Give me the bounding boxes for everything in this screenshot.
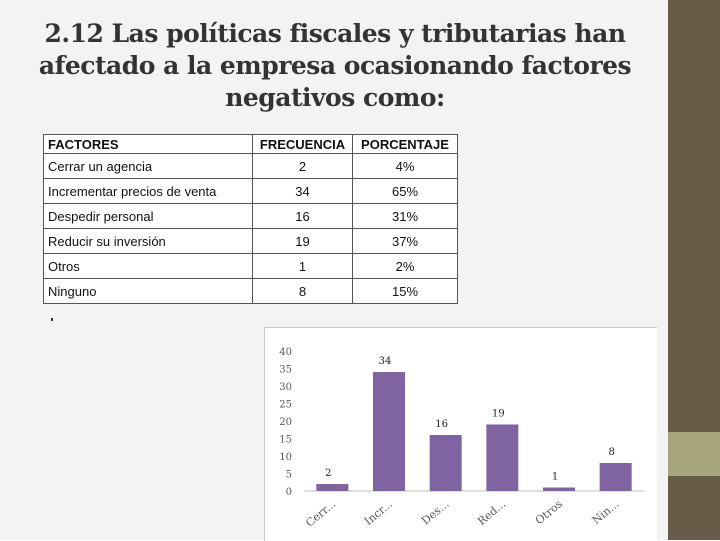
x-tick-label: Nin... xyxy=(590,497,622,527)
cell-frecuencia: 34 xyxy=(252,178,353,204)
y-tick-label: 40 xyxy=(279,347,292,358)
table-header-row: FACTORES FRECUENCIA PORCENTAJE xyxy=(43,134,458,154)
table-row: Otros 1 2% xyxy=(43,253,458,279)
data-label: 8 xyxy=(608,447,614,458)
y-tick-label: 25 xyxy=(279,400,292,411)
bar xyxy=(599,463,632,491)
table-row: Despedir personal 16 31% xyxy=(43,203,458,229)
cell-factor: Reducir su inversión xyxy=(43,228,253,254)
header-factores: FACTORES xyxy=(43,134,253,154)
cell-factor: Cerrar un agencia xyxy=(43,153,253,179)
y-tick-label: 0 xyxy=(286,487,292,498)
factors-table: FACTORES FRECUENCIA PORCENTAJE Cerrar un… xyxy=(43,134,458,304)
cell-porcentaje: 2% xyxy=(352,253,458,279)
cell-factor: Otros xyxy=(43,253,253,279)
cell-porcentaje: 4% xyxy=(352,153,458,179)
y-tick-label: 20 xyxy=(279,417,292,428)
cell-frecuencia: 19 xyxy=(252,228,353,254)
cell-porcentaje: 15% xyxy=(352,278,458,304)
chart-frame xyxy=(264,327,657,541)
cell-frecuencia: 2 xyxy=(252,153,353,179)
x-tick-label: Cerr... xyxy=(303,497,338,529)
cell-frecuencia: 1 xyxy=(252,253,353,279)
x-tick-label: Incr... xyxy=(362,497,395,528)
x-tick-label: Des... xyxy=(419,497,451,527)
bar xyxy=(486,424,519,491)
x-tick-label: Red... xyxy=(475,497,508,528)
cell-frecuencia: 16 xyxy=(252,203,353,229)
data-label: 2 xyxy=(325,468,331,479)
data-label: 16 xyxy=(435,419,448,430)
table-row: Incrementar precios de venta 34 65% xyxy=(43,178,458,204)
cell-porcentaje: 31% xyxy=(352,203,458,229)
bar xyxy=(543,487,575,491)
table-row: Reducir su inversión 19 37% xyxy=(43,228,458,254)
cell-factor: Incrementar precios de venta xyxy=(43,178,253,204)
x-tick-label: Otros xyxy=(533,497,565,527)
bar xyxy=(373,372,405,491)
y-tick-label: 5 xyxy=(286,470,292,481)
header-porcentaje: PORCENTAJE xyxy=(352,134,458,154)
slide-title: 2.12 Las políticas fiscales y tributaria… xyxy=(38,19,632,112)
cell-porcentaje: 37% xyxy=(352,228,458,254)
bar-chart: 0 5 10 15 20 25 30 35 40 2 Cerr... 34 Incr... 16 Des..… xyxy=(279,347,644,530)
cell-factor: Ninguno xyxy=(43,278,253,304)
data-label: 34 xyxy=(379,356,392,367)
cell-factor: Despedir personal xyxy=(43,203,253,229)
y-tick-label: 35 xyxy=(279,365,292,376)
bar xyxy=(429,435,462,491)
data-label: 1 xyxy=(552,472,558,483)
cell-frecuencia: 8 xyxy=(252,278,353,304)
header-frecuencia: FRECUENCIA xyxy=(252,134,353,154)
table-row: Ninguno 8 15% xyxy=(43,278,458,304)
side-decoration-accent xyxy=(668,432,720,476)
y-tick-label: 10 xyxy=(279,452,292,463)
data-label: 19 xyxy=(492,409,505,420)
y-tick-label: 30 xyxy=(279,382,292,393)
bar xyxy=(316,484,349,491)
stray-mark xyxy=(51,318,53,321)
y-tick-label: 15 xyxy=(279,435,292,446)
cell-porcentaje: 65% xyxy=(352,178,458,204)
table-row: Cerrar un agencia 2 4% xyxy=(43,153,458,179)
